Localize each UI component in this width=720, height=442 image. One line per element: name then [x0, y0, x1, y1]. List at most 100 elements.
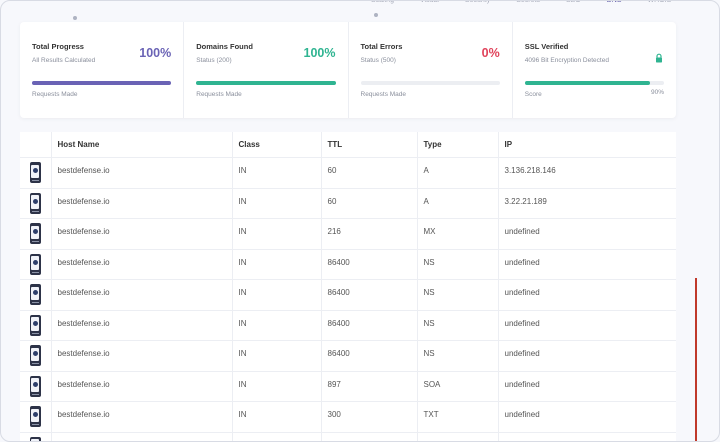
table-row[interactable]: bestdefense.io IN 216 MX undefined	[20, 218, 676, 250]
table-row[interactable]: bestdefense.io IN 300 TXT undefined	[20, 432, 677, 442]
progress-fill	[524, 81, 651, 85]
table-cell: undefined	[498, 218, 676, 250]
table-row[interactable]: bestdefense.io IN 86400 NS undefined	[20, 249, 676, 280]
device-icon	[29, 314, 41, 336]
progress-fill	[32, 81, 172, 85]
table-cell: 86400	[321, 310, 418, 341]
cell-text: IN	[238, 379, 247, 389]
table-cell: IN	[232, 371, 322, 402]
cell-text: undefined	[505, 433, 677, 442]
decorative-dot	[73, 16, 77, 20]
table-cell: 60	[321, 188, 418, 219]
table-cell: 216	[321, 218, 418, 250]
device-icon	[29, 162, 41, 183]
nav-tab-seo[interactable]: SEO	[565, 0, 581, 4]
stat-footer: Requests Made	[360, 91, 407, 98]
table-cell: NS	[417, 279, 499, 311]
cell-text: IN	[238, 227, 247, 236]
table-row[interactable]: bestdefense.io IN 86400 NS undefined	[20, 279, 676, 311]
nav-tab-whois[interactable]: WHOIS	[647, 0, 672, 4]
cell-text: 3.22.21.189	[504, 196, 547, 206]
table-row[interactable]: bestdefense.io IN 300 TXT undefined	[20, 401, 676, 433]
table-cell: undefined	[498, 249, 676, 280]
column-header[interactable]: Host Name	[51, 132, 233, 158]
table-cell: undefined	[498, 340, 676, 372]
table-cell: undefined	[498, 371, 676, 402]
scrollbar-thumb[interactable]	[695, 278, 697, 441]
cell-text: IN	[238, 196, 247, 206]
stat-subtitle: All Results Calculated	[32, 57, 96, 64]
stat-card: SSL Verified 4096 Bit Encryption Detected…	[513, 22, 676, 118]
table-cell: IN	[232, 249, 322, 280]
cell-text: undefined	[504, 288, 540, 297]
nav-tab-secrets[interactable]: Secrets	[516, 0, 540, 4]
cell-text: IN	[238, 410, 247, 419]
stat-card: Total Progress All Results Calculated 100%…	[20, 22, 185, 118]
column-header[interactable]: IP	[498, 132, 676, 158]
cell-text: bestdefense.io	[57, 227, 110, 236]
cell-text: 86400	[327, 349, 350, 358]
cell-text: undefined	[504, 257, 540, 267]
cell-text: bestdefense.io	[57, 349, 110, 358]
column-header[interactable]: Class	[232, 132, 322, 158]
nav-tab-security[interactable]: Security	[464, 0, 491, 4]
device-icon	[29, 375, 41, 397]
column-header[interactable]: Type	[417, 132, 499, 158]
table-cell: TXT	[417, 432, 499, 441]
cell-text: MX	[423, 227, 436, 236]
cell-text: bestdefense.io	[57, 257, 110, 267]
table-cell: 897	[321, 371, 418, 402]
device-icon	[29, 345, 41, 366]
nav-tab-visual[interactable]: Visual	[419, 0, 439, 4]
cell-text: bestdefense.io	[57, 379, 110, 389]
table-row[interactable]: bestdefense.io IN 86400 NS undefined	[20, 310, 676, 341]
stat-card: Total Errors Status (500) 0% Requests Made	[349, 22, 513, 118]
table-row[interactable]: bestdefense.io IN 897 SOA undefined	[20, 371, 676, 402]
table-row[interactable]: bestdefense.io IN 60 A 3.136.218.146	[20, 157, 676, 189]
cell-text: IN	[238, 349, 247, 358]
cell-text: IN	[238, 166, 247, 175]
stat-title: Total Errors	[360, 42, 403, 51]
lock-icon	[654, 50, 664, 63]
stat-value: 100%	[139, 46, 172, 60]
row-icon-cell	[20, 279, 52, 311]
cell-text: NS	[423, 349, 435, 358]
nav-tab-dns[interactable]: DNS	[606, 0, 622, 4]
table-cell: NS	[417, 310, 499, 341]
table-body: bestdefense.io IN 60 A 3.136.218.146 bestdefe…	[20, 157, 677, 442]
table-cell: NS	[417, 249, 499, 280]
stat-subtitle: 4096 Bit Encryption Detected	[524, 57, 609, 64]
stats-panel: Total Progress All Results Calculated 100%…	[20, 22, 676, 118]
cell-text: bestdefense.io	[57, 318, 110, 328]
progress-fill	[196, 81, 336, 85]
progress-track	[524, 81, 664, 85]
stat-card: Domains Found Status (200) 100% Requests Ma…	[184, 22, 349, 118]
device-icon	[29, 284, 41, 305]
table-row[interactable]: bestdefense.io IN 60 A 3.22.21.189	[20, 188, 676, 219]
cell-text: 300	[328, 433, 417, 442]
table-cell: 86400	[321, 279, 418, 311]
cell-text: 216	[327, 227, 341, 236]
column-header[interactable]	[20, 132, 52, 158]
row-icon-cell	[20, 157, 52, 189]
table-cell: undefined	[498, 279, 676, 311]
table-row[interactable]: bestdefense.io IN 86400 NS undefined	[20, 340, 676, 372]
table-cell: IN	[232, 188, 322, 219]
row-icon-cell	[20, 432, 52, 441]
table-cell: A	[417, 157, 499, 189]
cell-text: IN	[239, 433, 321, 442]
top-navigation: Scaling Visual Security Secrets SEO DNS WHOIS	[371, 0, 697, 7]
row-icon-cell	[20, 218, 52, 250]
cell-text: NS	[423, 288, 435, 297]
progress-track	[196, 81, 336, 85]
cell-text: undefined	[504, 410, 540, 419]
column-header[interactable]: TTL	[321, 132, 418, 158]
table-cell: IN	[232, 310, 322, 341]
stat-score: 90%	[650, 89, 664, 96]
table-cell: 300	[321, 432, 418, 442]
cell-text: bestdefense.io	[58, 433, 232, 442]
cell-text: 897	[327, 379, 341, 389]
table-cell: IN	[232, 218, 322, 250]
nav-tab-scaling[interactable]: Scaling	[371, 0, 394, 4]
